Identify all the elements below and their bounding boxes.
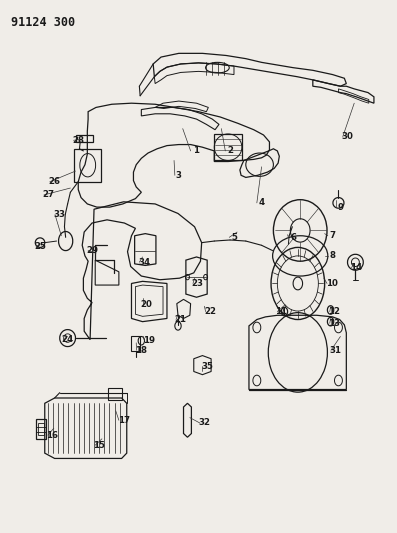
Text: 1: 1 bbox=[193, 147, 200, 156]
Text: 18: 18 bbox=[135, 346, 147, 355]
Text: 9: 9 bbox=[337, 203, 343, 212]
Text: 29: 29 bbox=[87, 246, 99, 255]
Bar bbox=[131, 336, 140, 351]
Text: 31: 31 bbox=[330, 346, 342, 355]
Text: 33: 33 bbox=[54, 210, 66, 219]
Text: 14: 14 bbox=[350, 263, 362, 272]
Text: 15: 15 bbox=[93, 441, 105, 450]
Text: 26: 26 bbox=[48, 177, 61, 186]
Text: 3: 3 bbox=[176, 171, 182, 180]
Text: 7: 7 bbox=[330, 231, 335, 240]
Text: 27: 27 bbox=[42, 190, 55, 199]
Text: 32: 32 bbox=[198, 418, 210, 427]
Text: 35: 35 bbox=[201, 362, 213, 370]
Text: 28: 28 bbox=[72, 136, 84, 145]
Text: 19: 19 bbox=[143, 336, 155, 345]
Text: 23: 23 bbox=[192, 279, 204, 288]
Text: 5: 5 bbox=[231, 233, 237, 242]
Text: 21: 21 bbox=[175, 315, 187, 324]
Text: 8: 8 bbox=[330, 252, 335, 261]
Text: 25: 25 bbox=[34, 242, 46, 251]
Text: 12: 12 bbox=[328, 307, 341, 316]
Text: 24: 24 bbox=[62, 335, 74, 344]
Text: 6: 6 bbox=[290, 233, 296, 242]
Text: 13: 13 bbox=[328, 319, 341, 328]
Bar bbox=[74, 149, 101, 182]
Bar bbox=[108, 389, 121, 400]
Bar bbox=[38, 423, 44, 435]
Bar bbox=[36, 419, 46, 439]
Text: 16: 16 bbox=[46, 431, 58, 440]
Text: 11: 11 bbox=[275, 307, 287, 316]
Bar bbox=[76, 135, 93, 142]
Text: 10: 10 bbox=[326, 279, 338, 288]
Text: 34: 34 bbox=[138, 258, 150, 266]
Text: 17: 17 bbox=[118, 416, 130, 425]
Text: 91124 300: 91124 300 bbox=[11, 16, 75, 29]
Text: 20: 20 bbox=[141, 300, 152, 309]
Text: 4: 4 bbox=[258, 198, 265, 207]
Text: 2: 2 bbox=[227, 147, 233, 156]
Text: 30: 30 bbox=[341, 132, 353, 141]
Text: 22: 22 bbox=[204, 307, 216, 316]
